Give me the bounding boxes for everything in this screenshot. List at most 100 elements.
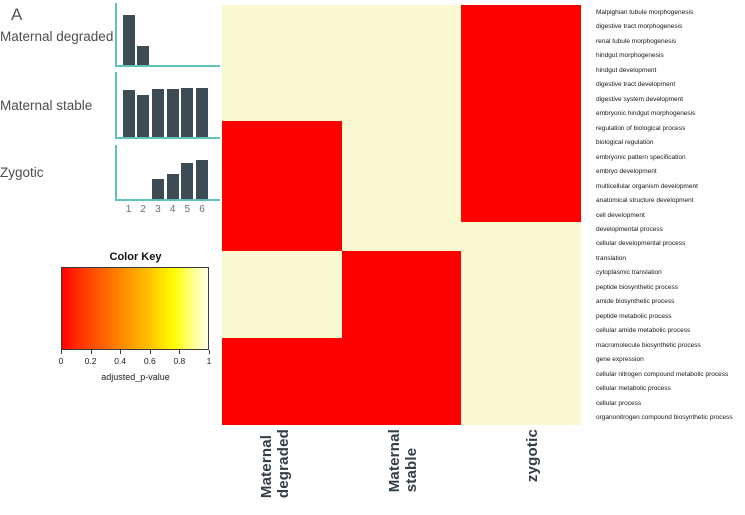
heatmap-row-label: cell development: [596, 211, 645, 219]
bar-chart-maternal-stable: [115, 72, 220, 139]
heatmap-cell-r7-c2: [341, 91, 462, 107]
color-key-tick-label-1: 1: [206, 356, 212, 366]
heatmap-row-label: regulation of biological process: [596, 124, 686, 132]
heatmap-cell-r19-c2: [341, 265, 462, 281]
color-key-tick-label-0.6: 0.6: [143, 356, 156, 366]
x-tick-label-1: 1: [125, 204, 132, 215]
heatmap-cell-r18-c3: [461, 251, 581, 266]
color-key-tick-mark: [179, 350, 181, 354]
x-tick-label-5: 5: [184, 204, 191, 215]
heatmap-cell-r25-c3: [461, 352, 581, 368]
chart-label-zygotic: Zygotic: [0, 165, 44, 180]
heatmap-grid: [222, 5, 581, 425]
heatmap-column-label-zygotic: zygotic: [524, 429, 541, 483]
heatmap-cell-r22-c1: [222, 309, 342, 324]
color-key-tick-mark: [209, 350, 210, 354]
heatmap-cell-r25-c2: [341, 352, 462, 368]
bar-zygotic-x3: [151, 179, 164, 199]
heatmap-cell-r21-c1: [222, 294, 342, 310]
x-tick-label-4: 4: [169, 204, 176, 215]
heatmap-cell-r28-c3: [461, 396, 581, 411]
heatmap-cell-r14-c2: [341, 193, 462, 208]
bar-zygotic-x5: [181, 163, 194, 199]
heatmap-cell-r28-c1: [222, 396, 342, 411]
heatmap-cell-r7-c3: [461, 91, 581, 107]
heatmap-cell-r6-c2: [341, 77, 462, 92]
color-key-tick-mark: [120, 350, 122, 354]
x-tick-label-6: 6: [199, 204, 205, 215]
heatmap-cell-r8-c3: [461, 106, 581, 121]
heatmap-cell-r20-c3: [461, 280, 581, 295]
heatmap-row-label: peptide biosynthetic process: [596, 283, 679, 291]
color-key-tick-label-0.2: 0.2: [84, 356, 97, 366]
heatmap-cell-r26-c3: [461, 367, 581, 382]
bar-maternal-stable-x2: [137, 95, 150, 137]
heatmap-cell-r11-c3: [461, 149, 581, 165]
color-key-tick-label-0.8: 0.8: [173, 356, 186, 366]
heatmap-row-label: renal tubule morphogenesis: [596, 37, 677, 45]
heatmap-cell-r5-c1: [222, 62, 342, 78]
heatmap-row-label: cellular nitrogen compound metabolic pro…: [596, 370, 729, 378]
heatmap-cell-r17-c3: [461, 236, 581, 252]
heatmap-column-label-maternal-degraded: Maternal degraded: [258, 429, 292, 499]
heatmap-cell-r10-c1: [222, 135, 342, 150]
heatmap-cell-r6-c3: [461, 77, 581, 92]
bar-maternal-stable-x5: [181, 88, 194, 137]
heatmap-row-label: cellular metabolic process: [596, 385, 671, 393]
heatmap-cell-r7-c1: [222, 91, 342, 107]
heatmap-cell-r1-c2: [341, 5, 462, 20]
x-tick-label-3: 3: [155, 204, 161, 215]
heatmap-cell-r23-c3: [461, 323, 581, 339]
heatmap-row-label: Malpighian tubule morphogenesis: [596, 8, 694, 16]
color-key-tick-label-0.4: 0.4: [114, 356, 127, 366]
heatmap-row-label: amide biosynthetic process: [596, 298, 675, 306]
heatmap-cell-r20-c2: [341, 280, 462, 295]
heatmap-cell-r12-c1: [222, 164, 342, 179]
heatmap-row-label: digestive system development: [596, 95, 684, 103]
heatmap-cell-r23-c1: [222, 323, 342, 339]
heatmap-row-label: cellular developmental process: [596, 240, 686, 248]
heatmap-cell-r10-c3: [461, 135, 581, 150]
heatmap-cell-r4-c2: [341, 48, 462, 63]
heatmap-cell-r9-c2: [341, 120, 462, 136]
heatmap-cell-r14-c1: [222, 193, 342, 208]
heatmap-row-label: embryonic hindgut morphogenesis: [596, 110, 696, 118]
color-key-tick-mark: [61, 350, 62, 354]
heatmap-cell-r2-c3: [461, 19, 581, 34]
heatmap-cell-r25-c1: [222, 352, 342, 368]
heatmap-cell-r27-c2: [341, 381, 462, 397]
heatmap-row-label: embryo development: [596, 168, 657, 176]
chart-label-maternal-stable: Maternal stable: [0, 98, 93, 113]
heatmap-cell-r3-c2: [341, 33, 462, 49]
heatmap-column-label-maternal-stable: Maternal stable: [386, 429, 420, 493]
heatmap-cell-r11-c2: [341, 149, 462, 165]
heatmap-cell-r26-c1: [222, 367, 342, 382]
heatmap-cell-r28-c2: [341, 396, 462, 411]
heatmap-cell-r29-c3: [461, 410, 581, 425]
color-key-tick-mark: [90, 350, 92, 354]
heatmap-cell-r3-c1: [222, 33, 342, 49]
heatmap-cell-r13-c2: [341, 178, 462, 194]
color-key-tick-label-0: 0: [58, 356, 64, 366]
heatmap-cell-r2-c2: [341, 19, 462, 34]
heatmap-cell-r27-c3: [461, 381, 581, 397]
heatmap-cell-r16-c2: [341, 222, 462, 237]
bar-maternal-stable-x6: [196, 88, 208, 137]
heatmap-cell-r17-c2: [341, 236, 462, 252]
color-key-title: Color Key: [109, 251, 162, 263]
heatmap-cell-r24-c1: [222, 338, 342, 353]
heatmap-row-label: anatomical structure development: [596, 197, 694, 205]
color-key-tick-mark: [149, 350, 151, 354]
heatmap-row-label: organonitrogen compound biosynthetic pro…: [596, 414, 733, 422]
bar-maternal-stable-x1: [122, 89, 135, 137]
color-key-gradient: [61, 267, 209, 350]
heatmap-row-label: cellular amide metabolic process: [596, 327, 691, 335]
heatmap-cell-r16-c1: [222, 222, 342, 237]
heatmap-cell-r18-c1: [222, 251, 342, 266]
heatmap-row-label: macromolecule biosynthetic process: [596, 341, 701, 349]
heatmap-cell-r11-c1: [222, 149, 342, 165]
heatmap-cell-r8-c2: [341, 106, 462, 121]
heatmap-cell-r13-c3: [461, 178, 581, 194]
heatmap-cell-r26-c2: [341, 367, 462, 382]
